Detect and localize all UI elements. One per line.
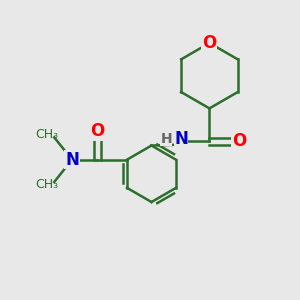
Text: O: O [202, 34, 217, 52]
Text: O: O [232, 132, 246, 150]
Text: N: N [174, 130, 188, 148]
Text: CH₃: CH₃ [35, 128, 58, 141]
Text: O: O [90, 122, 104, 140]
Text: N: N [65, 151, 79, 169]
Text: CH₃: CH₃ [35, 178, 58, 191]
Text: H: H [160, 132, 172, 146]
